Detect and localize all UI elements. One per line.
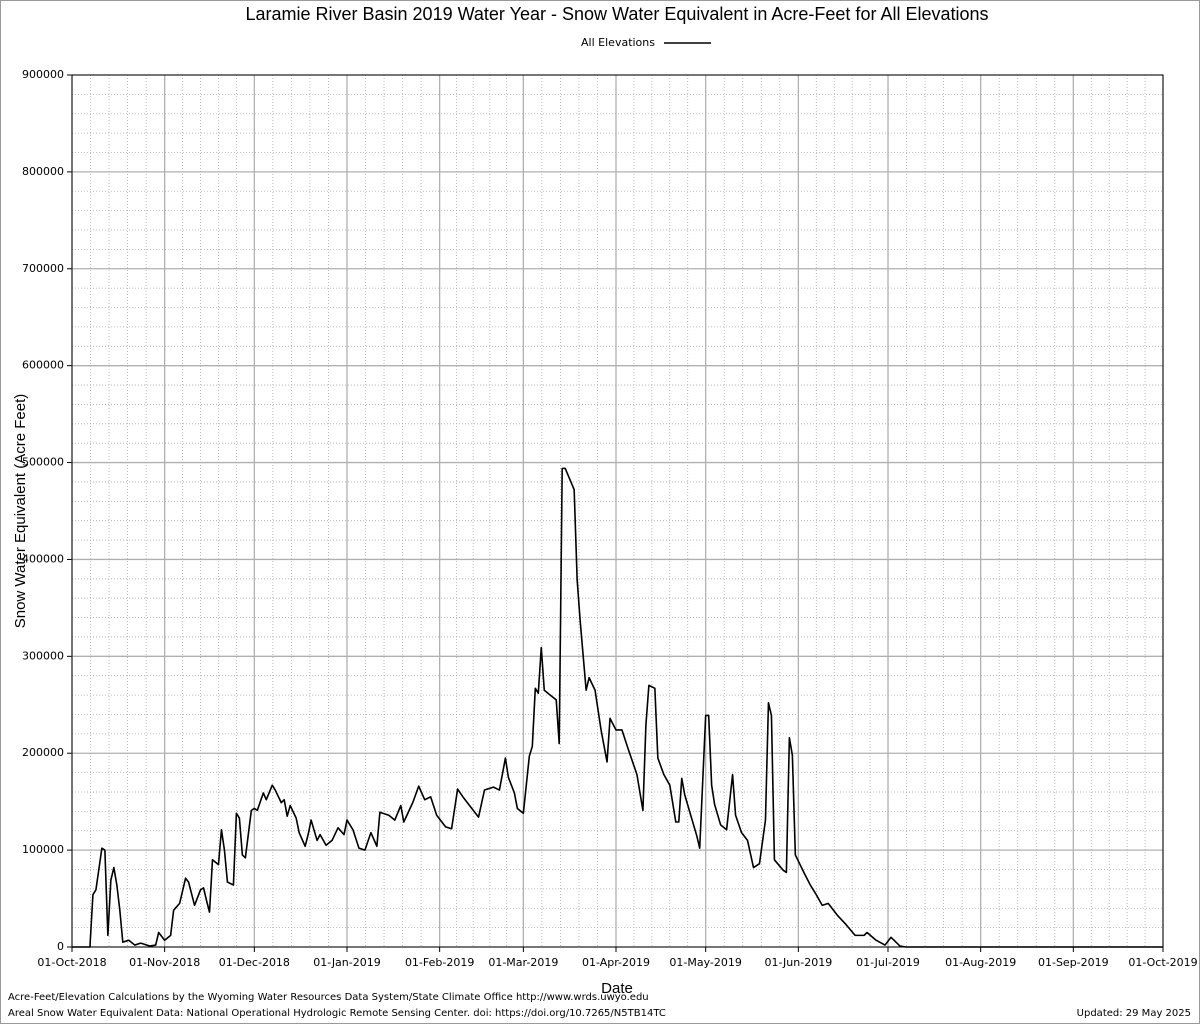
y-tick-label: 300000 xyxy=(22,649,64,662)
y-tick-label: 400000 xyxy=(22,552,64,565)
y-tick-label: 0 xyxy=(57,940,64,953)
y-tick-label: 600000 xyxy=(22,359,64,372)
y-tick-label: 200000 xyxy=(22,746,64,759)
y-axis-title: Snow Water Equivalent (Acre Feet) xyxy=(12,394,29,629)
y-tick-label: 800000 xyxy=(22,165,64,178)
x-tick-label: 01-Dec-2018 xyxy=(219,956,290,969)
updated-note: Updated: 29 May 2025 xyxy=(1077,1008,1191,1019)
footnote: Acre-Feet/Elevation Calculations by the … xyxy=(8,992,649,1003)
x-tick-label: 01-May-2019 xyxy=(669,956,741,969)
x-tick-label: 01-Mar-2019 xyxy=(488,956,558,969)
x-axis-title: Date xyxy=(601,980,633,997)
y-tick-label: 500000 xyxy=(22,456,64,469)
x-tick-label: 01-Oct-2018 xyxy=(37,956,106,969)
y-tick-label: 100000 xyxy=(22,843,64,856)
x-tick-label: 01-Jul-2019 xyxy=(856,956,920,969)
x-tick-label: 01-Jun-2019 xyxy=(764,956,832,969)
legend-label: All Elevations xyxy=(581,36,655,49)
plot-border xyxy=(71,74,1164,948)
x-tick-label: 01-Nov-2018 xyxy=(129,956,200,969)
x-tick-label: 01-Aug-2019 xyxy=(945,956,1016,969)
x-tick-label: 01-Oct-2019 xyxy=(1128,956,1197,969)
chart-title: Laramie River Basin 2019 Water Year - Sn… xyxy=(245,4,988,24)
y-tick-label: 700000 xyxy=(22,262,64,275)
x-tick-label: 01-Apr-2019 xyxy=(582,956,650,969)
x-tick-label: 01-Jan-2019 xyxy=(313,956,381,969)
x-tick-label: 01-Feb-2019 xyxy=(405,956,474,969)
y-tick-label: 900000 xyxy=(22,68,64,81)
data-line xyxy=(72,467,1163,948)
footnote: Areal Snow Water Equivalent Data: Nation… xyxy=(8,1008,666,1019)
x-tick-label: 01-Sep-2019 xyxy=(1038,956,1109,969)
